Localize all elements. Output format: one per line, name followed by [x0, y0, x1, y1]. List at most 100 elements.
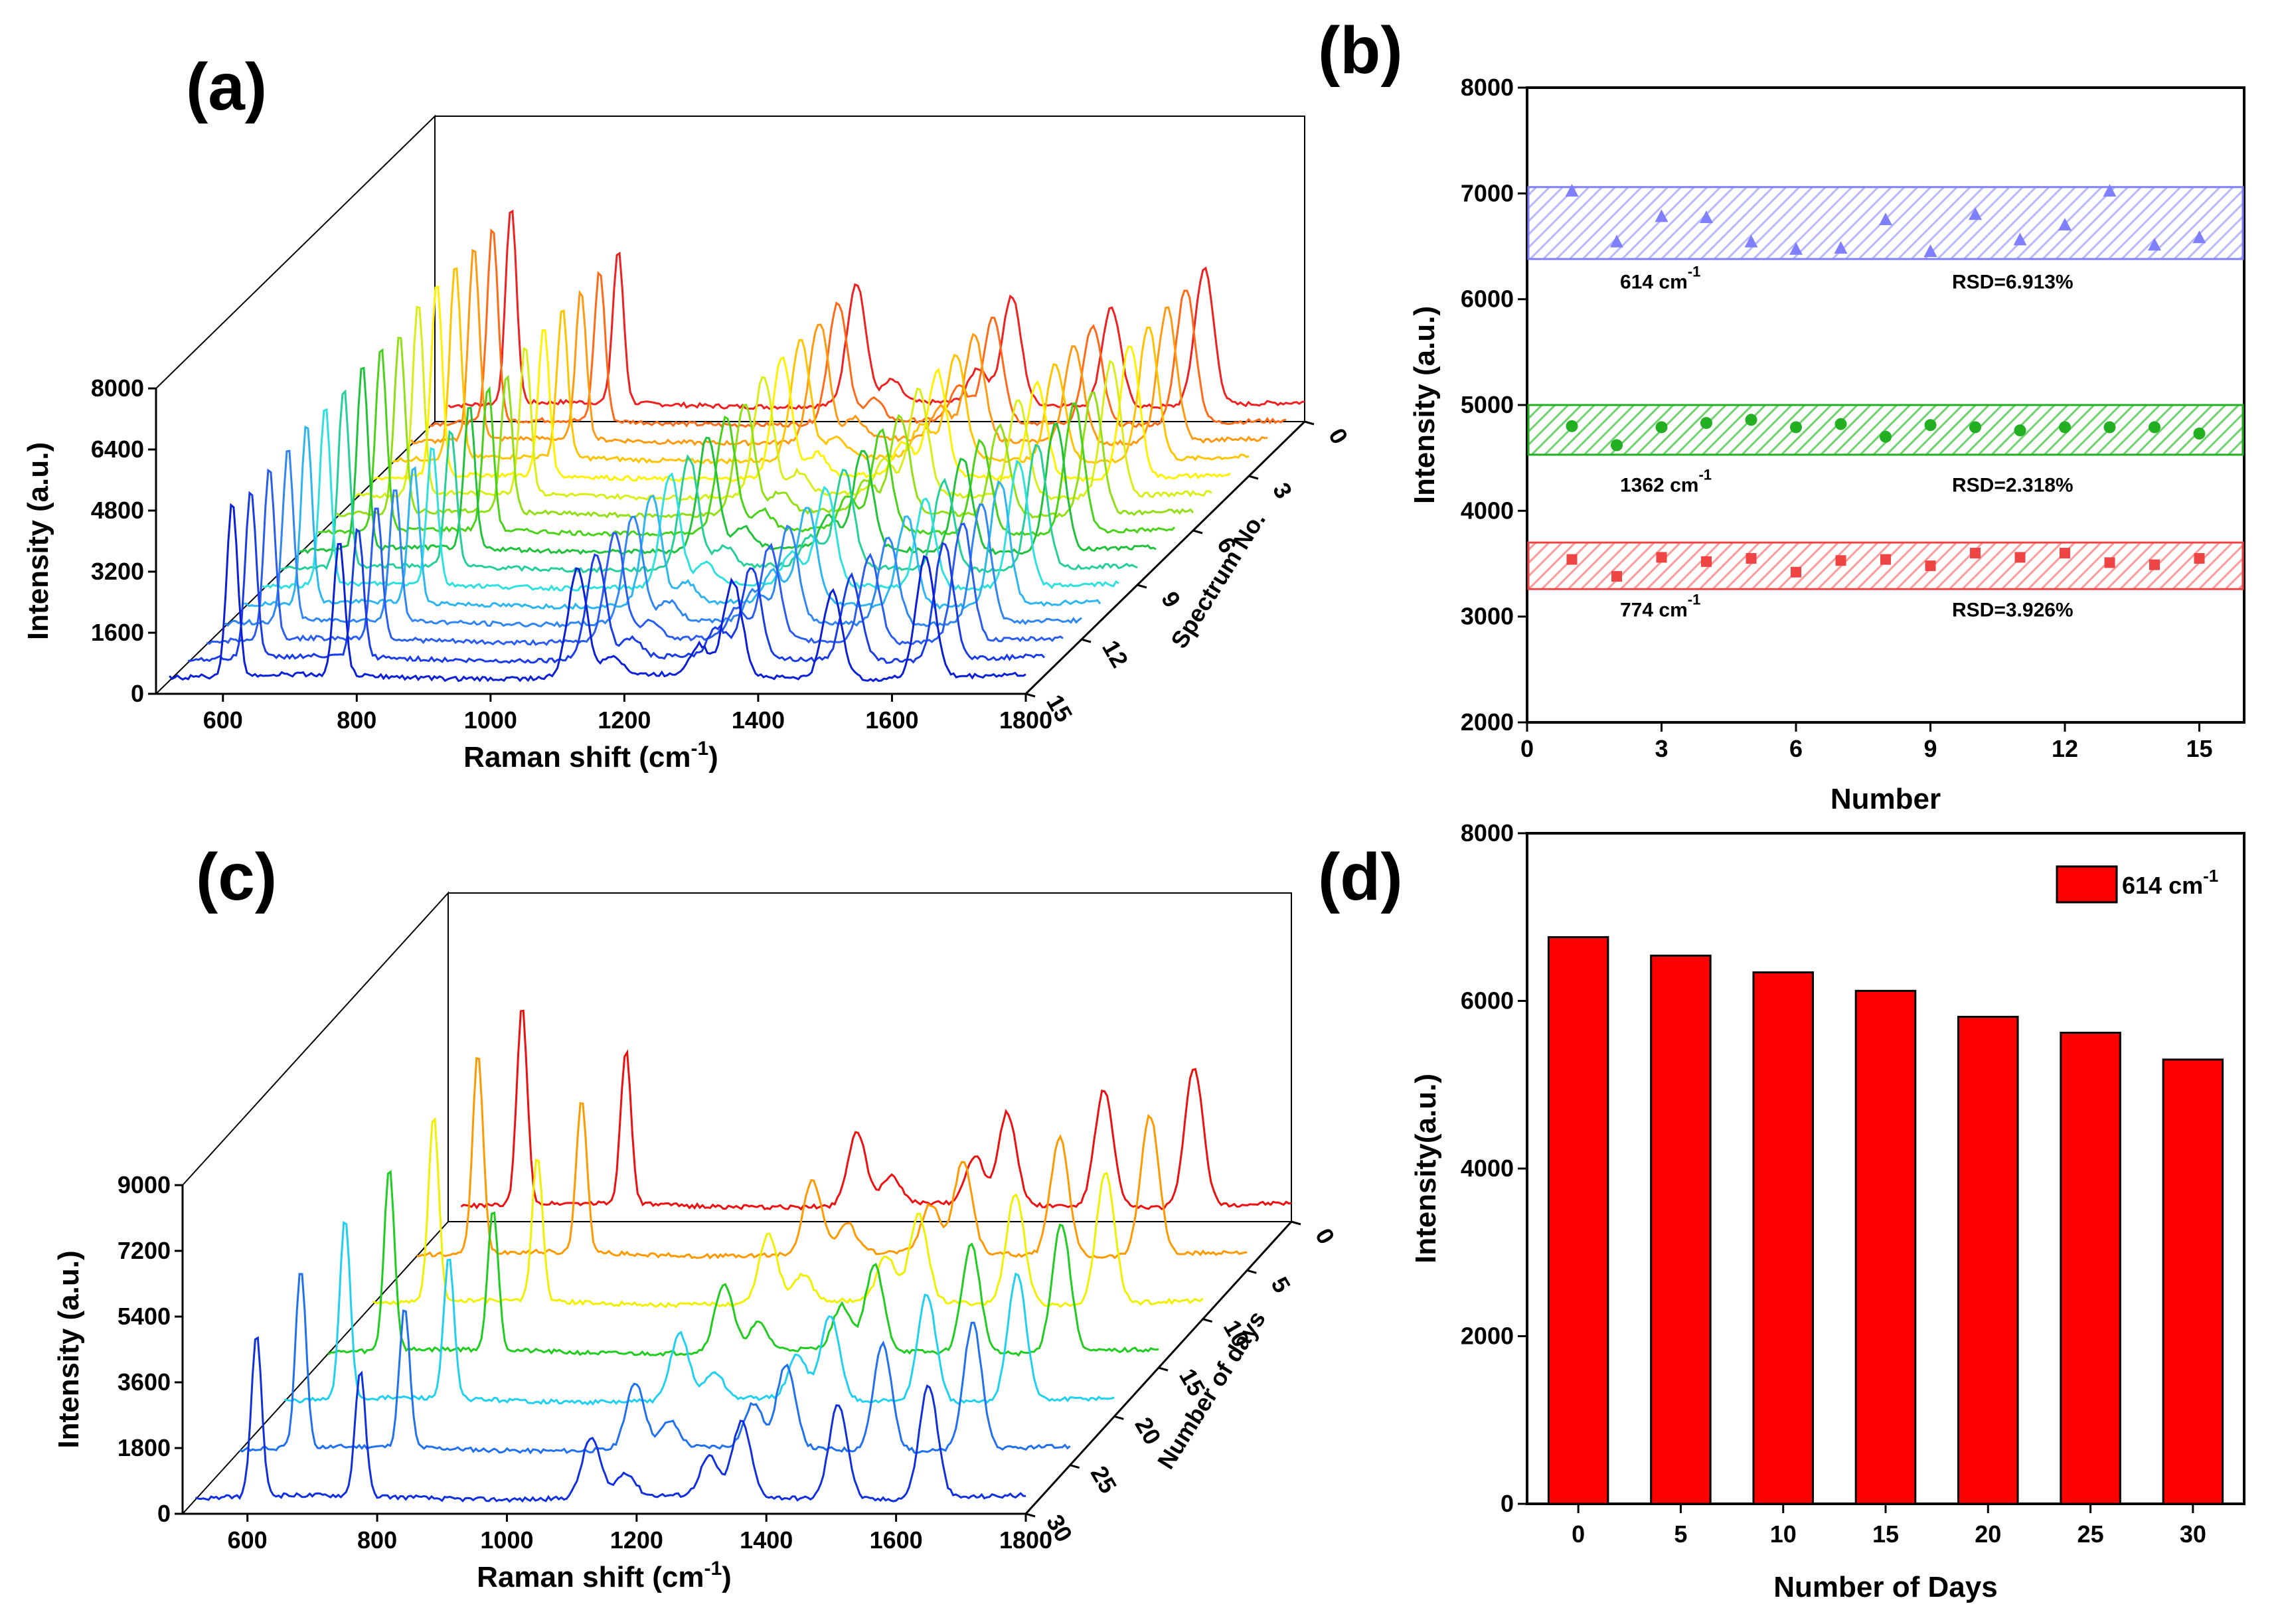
data-point-2 — [1970, 548, 1981, 559]
y-tick-label: 8000 — [1461, 74, 1514, 101]
data-point-1 — [2103, 421, 2116, 434]
z-tick-label: 12 — [1097, 635, 1134, 672]
x-tick-label: 15 — [1872, 1520, 1899, 1548]
y-tick-label: 3600 — [118, 1368, 171, 1396]
x-tick-label: 600 — [203, 706, 243, 734]
spectrum-line-2 — [206, 468, 1064, 647]
x-tick-label: 1400 — [732, 706, 785, 734]
x-tick-label: 1800 — [999, 706, 1052, 734]
data-point-2 — [1880, 554, 1891, 565]
back-wall-left-edge — [182, 891, 449, 1222]
data-point-1 — [1790, 421, 1802, 434]
data-point-1 — [1566, 420, 1578, 432]
data-point-2 — [2149, 559, 2160, 570]
data-point-1 — [1834, 418, 1847, 430]
data-point-2 — [1566, 554, 1578, 565]
data-point-0 — [1969, 207, 1982, 220]
spectrum-line-13 — [410, 248, 1268, 447]
x-tick-label: 9 — [1923, 735, 1937, 762]
data-point-0 — [1744, 234, 1758, 248]
bar-30 — [2162, 1058, 2224, 1505]
z-tick-mark — [1248, 475, 1259, 480]
rsd-band-1 — [1527, 404, 2244, 456]
panel-label-c: (c) — [196, 840, 277, 914]
series-label-2-sup: -1 — [1688, 592, 1701, 608]
z-tick-mark — [1070, 1464, 1080, 1469]
data-point-1 — [1655, 421, 1668, 434]
x-axis-label: Raman shift (cm-1) — [477, 1558, 732, 1593]
bar-0 — [1547, 936, 1609, 1505]
spectrum-line-15 — [448, 209, 1305, 410]
panel-b-scatter: 614 cm-1 RSD=6.913%1362 cm-1 RSD=2.318%774… — [1408, 74, 2245, 815]
x-tick-label: 30 — [2180, 1520, 2206, 1548]
legend-swatch — [2056, 865, 2118, 904]
x-tick-label: 6 — [1789, 735, 1803, 762]
data-point-2 — [1925, 560, 1936, 572]
x-tick-label: 800 — [357, 1526, 397, 1554]
x-tick-label: 1000 — [464, 706, 517, 734]
data-point-0 — [2058, 218, 2072, 231]
z-axis-label: Spectrum No. — [1165, 507, 1271, 653]
legend-label-sup: -1 — [2203, 866, 2218, 886]
y-tick-label: 2000 — [1461, 708, 1514, 736]
x-axis-label: Number of Days — [1773, 1571, 1997, 1603]
x-tick-label: 1600 — [865, 706, 918, 734]
rsd-label-1: RSD=2.318% — [1952, 475, 2074, 497]
data-point-0 — [2103, 184, 2117, 197]
x-tick-label: 0 — [1572, 1520, 1585, 1548]
data-point-0 — [1655, 209, 1669, 222]
data-point-0 — [1789, 242, 1803, 255]
data-point-0 — [1834, 241, 1848, 254]
z-tick-mark — [1304, 420, 1315, 426]
spectrum-line-4 — [244, 426, 1101, 610]
z-tick-label: 0 — [1310, 1224, 1341, 1249]
spectrum-line-6 — [460, 1009, 1292, 1211]
z-tick-mark — [1025, 1512, 1036, 1518]
y-tick-label: 3200 — [91, 558, 144, 585]
series-label-0-main: 614 cm — [1620, 272, 1688, 293]
data-point-2 — [1656, 552, 1667, 563]
back-wall-frame — [448, 892, 1292, 1222]
y-tick-label: 0 — [1501, 1490, 1514, 1517]
spectrum-line-8 — [318, 348, 1176, 537]
y-tick-label: 4800 — [91, 497, 144, 524]
data-point-0 — [2148, 238, 2161, 251]
panel-label-d: (d) — [1318, 840, 1403, 914]
series-label-0: 614 cm-1 — [1620, 264, 1700, 293]
z-tick-mark — [1025, 692, 1036, 698]
data-point-1 — [1700, 417, 1712, 430]
y-axis-label: Intensity (a.u.) — [22, 442, 54, 640]
x-axis-label: Raman shift (cm-1) — [463, 738, 718, 773]
z-tick-mark — [1291, 1220, 1301, 1226]
panel-d-bar: 0 5 10 15 20 25 30 0 2000 4000 6000 8000 614 cm-1 Num… — [1410, 819, 2245, 1603]
data-point-0 — [1923, 244, 1937, 257]
data-point-1 — [1611, 439, 1623, 451]
z-tick-label: 5 — [1265, 1272, 1296, 1297]
bar-10 — [1752, 971, 1814, 1505]
data-point-2 — [1701, 556, 1712, 567]
spectrum-line-1 — [188, 491, 1046, 664]
z-tick-mark — [1192, 529, 1203, 534]
x-tick-label: 15 — [2186, 735, 2212, 762]
series-label-1-sup: -1 — [1698, 467, 1712, 483]
panel-c-waterfall: 600 800 1000 1200 1400 1600 1800 0 1800 3600 5400 7… — [52, 891, 1341, 1593]
data-point-1 — [1745, 414, 1757, 426]
data-point-1 — [2014, 424, 2026, 437]
spectrum-line-5 — [416, 1057, 1248, 1260]
data-point-2 — [2014, 552, 2026, 563]
data-point-1 — [1880, 430, 1892, 443]
z-tick-label: 9 — [1156, 587, 1186, 612]
x-tick-label: 0 — [1520, 735, 1534, 762]
series-label-1-main: 1362 cm — [1620, 475, 1698, 497]
x-tick-label: 25 — [2077, 1520, 2104, 1548]
x-tick-label: 1200 — [598, 706, 651, 734]
z-tick-mark — [1113, 1415, 1124, 1420]
x-axis-label-sup: -1 — [691, 738, 708, 760]
spectrum-line-1 — [239, 1273, 1071, 1455]
y-tick-label: 0 — [157, 1500, 171, 1527]
data-point-2 — [1835, 555, 1846, 566]
spectrum-line-2 — [284, 1221, 1115, 1406]
x-axis-label-close: ) — [722, 1561, 732, 1593]
rsd-label-2: RSD=3.926% — [1952, 600, 2074, 621]
